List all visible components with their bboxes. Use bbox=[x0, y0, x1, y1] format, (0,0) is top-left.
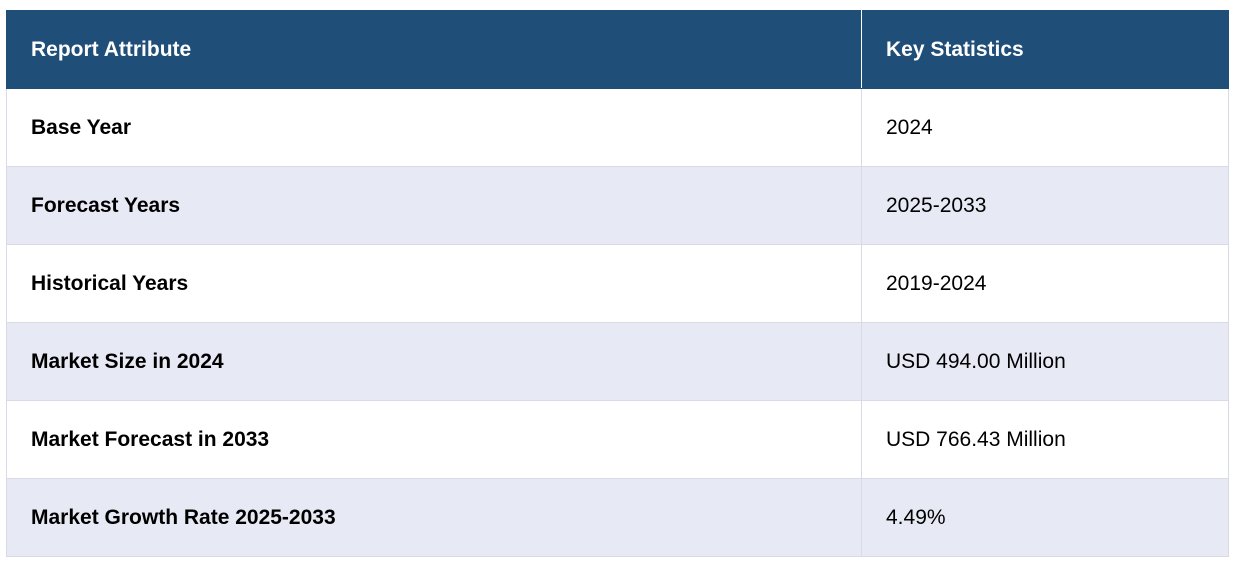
row-value: 2019-2024 bbox=[861, 244, 1229, 323]
report-table-container: Report Attribute Key Statistics Base Yea… bbox=[6, 10, 1229, 557]
table-row: Market Forecast in 2033 USD 766.43 Milli… bbox=[6, 400, 1229, 479]
header-report-attribute: Report Attribute bbox=[6, 10, 862, 89]
header-key-statistics: Key Statistics bbox=[861, 10, 1229, 89]
table-row: Market Size in 2024 USD 494.00 Million bbox=[6, 322, 1229, 401]
row-attribute: Historical Years bbox=[6, 244, 862, 323]
row-value: USD 766.43 Million bbox=[861, 400, 1229, 479]
row-attribute: Base Year bbox=[6, 88, 862, 167]
header-row: Report Attribute Key Statistics bbox=[6, 10, 1229, 89]
table-body: Base Year 2024 Forecast Years 2025-2033 … bbox=[6, 88, 1229, 557]
row-value: 4.49% bbox=[861, 478, 1229, 557]
row-value: 2024 bbox=[861, 88, 1229, 167]
row-attribute: Market Forecast in 2033 bbox=[6, 400, 862, 479]
row-attribute: Market Growth Rate 2025-2033 bbox=[6, 478, 862, 557]
row-attribute: Market Size in 2024 bbox=[6, 322, 862, 401]
table-header: Report Attribute Key Statistics bbox=[6, 10, 1229, 89]
table-row: Forecast Years 2025-2033 bbox=[6, 166, 1229, 245]
report-statistics-table: Report Attribute Key Statistics Base Yea… bbox=[6, 10, 1229, 557]
row-attribute: Forecast Years bbox=[6, 166, 862, 245]
row-value: 2025-2033 bbox=[861, 166, 1229, 245]
table-row: Market Growth Rate 2025-2033 4.49% bbox=[6, 478, 1229, 557]
table-row: Historical Years 2019-2024 bbox=[6, 244, 1229, 323]
row-value: USD 494.00 Million bbox=[861, 322, 1229, 401]
table-row: Base Year 2024 bbox=[6, 88, 1229, 167]
